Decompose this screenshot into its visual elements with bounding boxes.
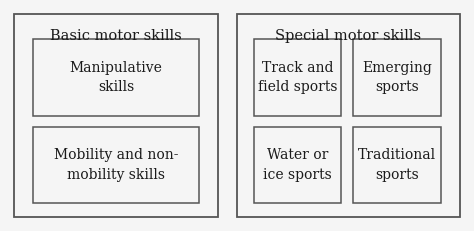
Bar (353, 39, 441, 116)
Text: Special motor skills: Special motor skills (275, 29, 421, 43)
Text: Water or
ice sports: Water or ice sports (263, 148, 332, 182)
Text: Emerging
sports: Emerging sports (362, 61, 432, 94)
Text: Track and
field sports: Track and field sports (258, 61, 337, 94)
Bar (254, 127, 341, 203)
Bar (14, 14, 218, 217)
Bar (237, 14, 460, 217)
Bar (33, 127, 199, 203)
Text: Manipulative
skills: Manipulative skills (70, 61, 163, 94)
Bar (254, 39, 341, 116)
Text: Basic motor skills: Basic motor skills (50, 29, 182, 43)
Text: Mobility and non-
mobility skills: Mobility and non- mobility skills (54, 148, 178, 182)
Text: Traditional
sports: Traditional sports (358, 148, 436, 182)
Bar (33, 39, 199, 116)
Bar (353, 127, 441, 203)
